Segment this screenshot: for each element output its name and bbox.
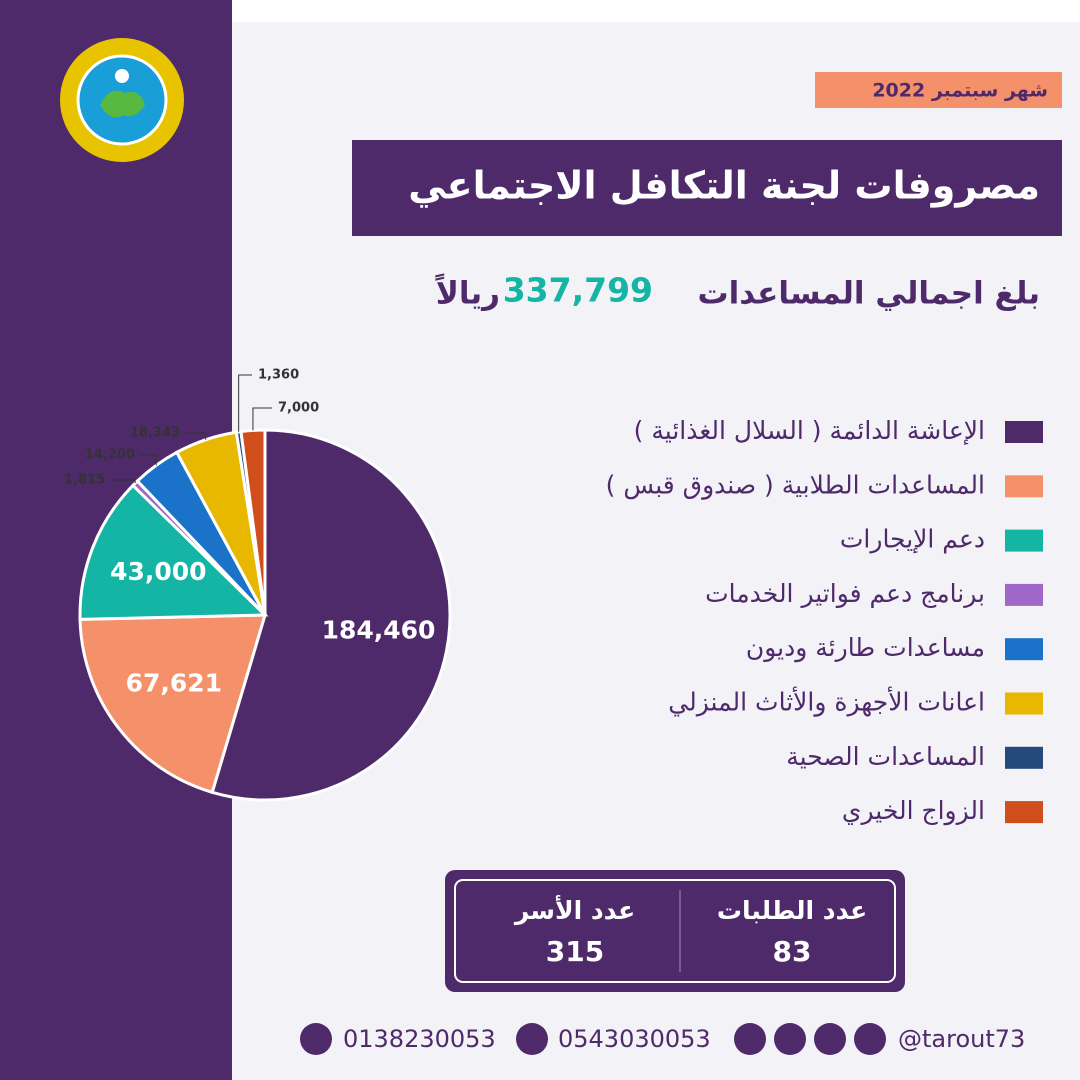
pie-slice — [239, 428, 267, 616]
pie: 184,460 67,621 43,000 1,815 14,200 18,343 1,36… — [64, 368, 452, 802]
slice-label: 67,621 — [126, 669, 222, 698]
pie-slice — [210, 428, 452, 802]
slice-label: 1,815 — [64, 473, 105, 488]
legend-label: المساعدات الصحية — [786, 742, 985, 771]
legend-label: دعم الإيجارات — [840, 525, 985, 555]
leader-line — [252, 407, 272, 431]
legend-label: الزواج الخيري — [842, 796, 985, 826]
legend-swatch — [1005, 529, 1043, 552]
slice-label: 7,000 — [278, 401, 319, 416]
legend-swatch — [1005, 638, 1043, 661]
legend-swatch — [1005, 475, 1043, 498]
legend-swatch — [1005, 421, 1043, 443]
legend-label: المساعدات الطلابية ( صندوق قبس ) — [606, 470, 985, 500]
logo — [60, 38, 184, 162]
footer: 0138230053 0543030053 @tarout73 — [300, 1023, 1025, 1055]
month: شهر سبتمبر 2022 — [872, 80, 1048, 102]
title-box — [352, 140, 1062, 236]
stat-value: 315 — [546, 935, 604, 968]
whatsapp: 0543030053 — [558, 1025, 711, 1053]
handle: @tarout73 — [898, 1025, 1025, 1053]
total-prefix: بلغ اجمالي المساعدات — [697, 276, 1040, 312]
legend-label: الإعاشة الدائمة ( السلال الغذائية ) — [634, 416, 985, 445]
stats-box: عدد الطلبات 83 عدد الأسر 315 — [445, 870, 905, 992]
total: 337,799 — [503, 271, 653, 310]
slice-label: 43,000 — [110, 557, 206, 586]
leader-line — [111, 479, 136, 484]
pie-slice — [78, 483, 269, 621]
legend-label: مساعدات طارئة وديون — [746, 633, 985, 663]
legend-label: برنامج دعم فواتير الخدمات — [705, 579, 985, 609]
slice-label: 18,343 — [130, 426, 180, 441]
pie-slice — [78, 613, 268, 795]
leader-line — [238, 374, 252, 432]
top-strip — [232, 0, 1080, 22]
stat-label: عدد الأسر — [513, 895, 635, 926]
slice-label: 14,200 — [85, 448, 135, 463]
legend-swatch — [1005, 692, 1043, 715]
legend-swatch — [1005, 583, 1043, 606]
stat-value: 83 — [773, 935, 812, 968]
stat-label: عدد الطلبات — [717, 896, 867, 925]
legend: الإعاشة الدائمة ( السلال الغذائية ) المسا… — [606, 416, 1043, 826]
legend-swatch — [1005, 801, 1043, 824]
month-tag — [815, 72, 1062, 108]
leader-line — [186, 432, 207, 440]
legend-swatch — [1005, 746, 1043, 769]
slice-label: 184,460 — [322, 616, 436, 645]
slice-label: 1,360 — [258, 368, 299, 383]
legend-label: اعانات الأجهزة والأثاث المنزلي — [668, 686, 985, 718]
total-suffix: ريالاً — [435, 273, 500, 312]
leader-line — [141, 454, 157, 466]
chart-title: مصروفات لجنة التكافل الاجتماعي — [408, 164, 1040, 209]
phone: 0138230053 — [343, 1025, 496, 1053]
